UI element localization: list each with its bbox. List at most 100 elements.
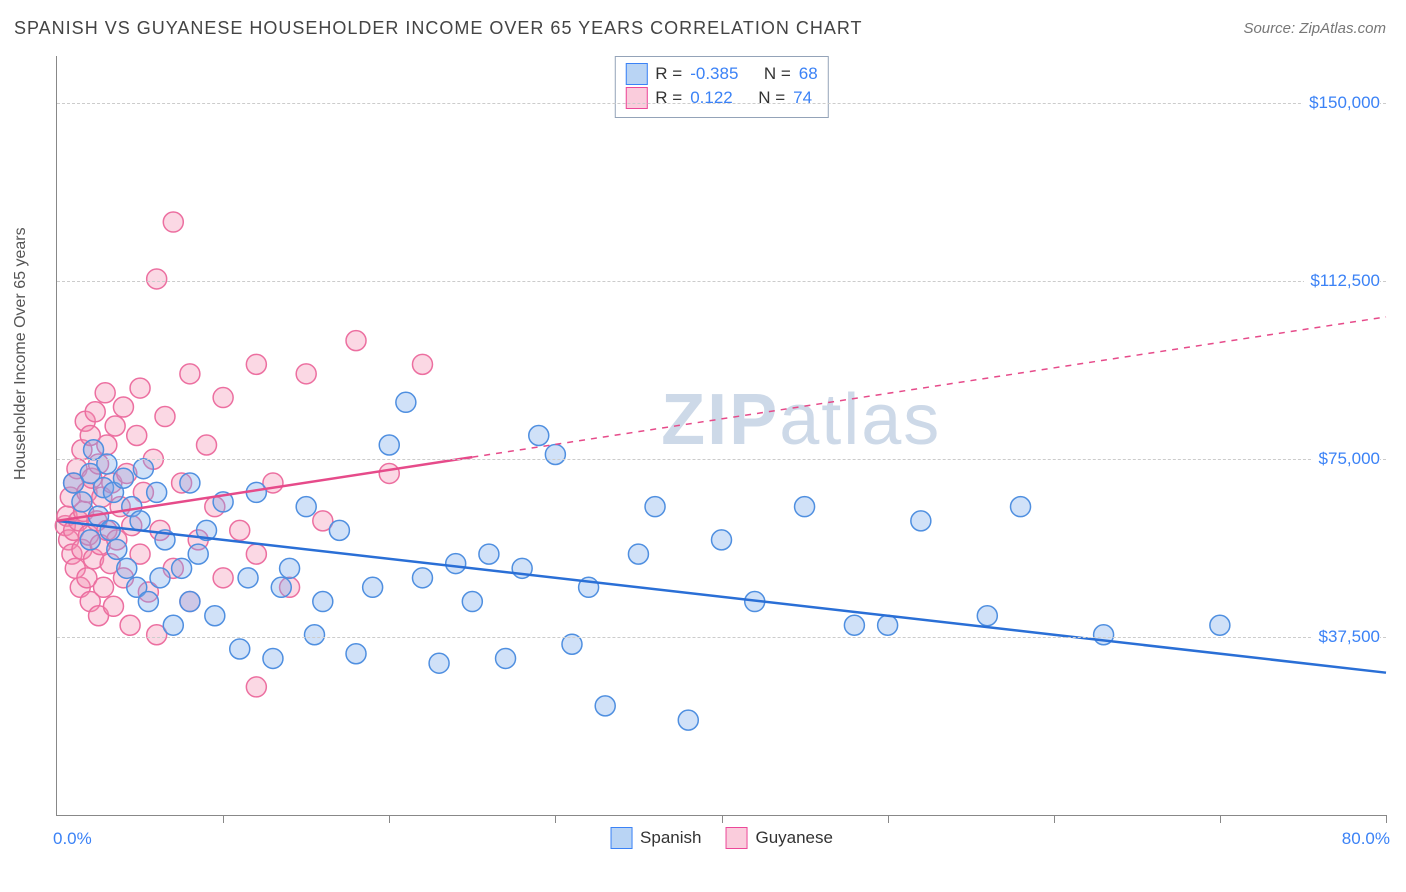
spanish-point [133, 459, 153, 479]
stats-box: R = -0.385 N = 68 R = 0.122 N = 74 [614, 56, 828, 118]
spanish-point [188, 544, 208, 564]
stats-row-guyanese: R = 0.122 N = 74 [625, 87, 817, 109]
gridline [57, 637, 1386, 638]
guyanese-point [113, 397, 133, 417]
guyanese-n-value: 74 [793, 88, 812, 108]
guyanese-point [197, 435, 217, 455]
spanish-point [117, 558, 137, 578]
spanish-point [271, 577, 291, 597]
y-tick-label: $150,000 [1303, 93, 1380, 113]
spanish-point [795, 497, 815, 517]
guyanese-point [95, 383, 115, 403]
guyanese-point [94, 577, 114, 597]
spanish-point [429, 653, 449, 673]
guyanese-point [147, 269, 167, 289]
spanish-point [130, 511, 150, 531]
guyanese-point [85, 402, 105, 422]
spanish-point [595, 696, 615, 716]
spanish-point [363, 577, 383, 597]
spanish-point [80, 530, 100, 550]
guyanese-point [127, 426, 147, 446]
guyanese-r-value: 0.122 [690, 88, 733, 108]
x-tick [1054, 815, 1055, 823]
spanish-point [396, 392, 416, 412]
spanish-point [230, 639, 250, 659]
spanish-point [147, 482, 167, 502]
legend-item-guyanese: Guyanese [725, 827, 833, 849]
guyanese-point [246, 354, 266, 374]
n-label: N = [764, 64, 791, 84]
gridline [57, 103, 1386, 104]
gridline [57, 459, 1386, 460]
swatch-spanish-icon [610, 827, 632, 849]
spanish-point [180, 592, 200, 612]
guyanese-point [105, 416, 125, 436]
guyanese-point [379, 463, 399, 483]
spanish-point [138, 592, 158, 612]
x-axis-min-label: 0.0% [53, 829, 92, 849]
x-tick [389, 815, 390, 823]
guyanese-point [213, 388, 233, 408]
spanish-point [113, 468, 133, 488]
x-tick [722, 815, 723, 823]
spanish-point [180, 473, 200, 493]
spanish-point [107, 539, 127, 559]
spanish-point [100, 520, 120, 540]
guyanese-point [103, 596, 123, 616]
x-tick [1386, 815, 1387, 823]
guyanese-point [120, 615, 140, 635]
spanish-point [446, 554, 466, 574]
spanish-point [712, 530, 732, 550]
y-axis-label: Householder Income Over 65 years [12, 227, 30, 480]
swatch-guyanese-icon [725, 827, 747, 849]
spanish-point [479, 544, 499, 564]
spanish-point [496, 648, 516, 668]
spanish-point [163, 615, 183, 635]
plot-svg [57, 56, 1386, 815]
spanish-point [172, 558, 192, 578]
spanish-point [911, 511, 931, 531]
stats-row-spanish: R = -0.385 N = 68 [625, 63, 817, 85]
legend-item-spanish: Spanish [610, 827, 701, 849]
legend-label-guyanese: Guyanese [755, 828, 833, 848]
y-tick-label: $37,500 [1313, 627, 1380, 647]
x-tick [223, 815, 224, 823]
swatch-guyanese-icon [625, 87, 647, 109]
spanish-point [304, 625, 324, 645]
x-tick [888, 815, 889, 823]
guyanese-point [246, 544, 266, 564]
spanish-point [313, 592, 333, 612]
guyanese-point [180, 364, 200, 384]
x-axis-max-label: 80.0% [1342, 829, 1390, 849]
spanish-point [346, 644, 366, 664]
spanish-point [150, 568, 170, 588]
y-tick-label: $112,500 [1304, 271, 1380, 291]
y-tick-label: $75,000 [1313, 449, 1380, 469]
spanish-point [545, 444, 565, 464]
n-label: N = [758, 88, 785, 108]
spanish-point [263, 648, 283, 668]
spanish-point [1011, 497, 1031, 517]
chart-title: SPANISH VS GUYANESE HOUSEHOLDER INCOME O… [14, 18, 863, 39]
r-label: R = [655, 64, 682, 84]
guyanese-point [412, 354, 432, 374]
guyanese-point [346, 331, 366, 351]
spanish-point [205, 606, 225, 626]
guyanese-point [296, 364, 316, 384]
x-tick [555, 815, 556, 823]
spanish-point [1210, 615, 1230, 635]
spanish-point [379, 435, 399, 455]
spanish-point [977, 606, 997, 626]
spanish-point [97, 454, 117, 474]
spanish-point [280, 558, 300, 578]
spanish-point [529, 426, 549, 446]
spanish-n-value: 68 [799, 64, 818, 84]
source-attribution: Source: ZipAtlas.com [1243, 20, 1386, 37]
guyanese-point [155, 407, 175, 427]
spanish-point [878, 615, 898, 635]
legend: Spanish Guyanese [610, 827, 833, 849]
swatch-spanish-icon [625, 63, 647, 85]
guyanese-point [230, 520, 250, 540]
spanish-point [462, 592, 482, 612]
guyanese-point [213, 568, 233, 588]
